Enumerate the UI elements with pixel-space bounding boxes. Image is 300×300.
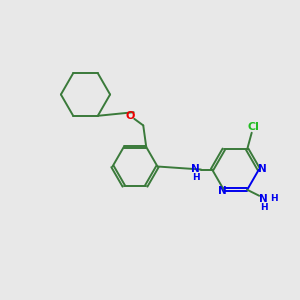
Text: N: N (218, 186, 227, 196)
Text: N: N (258, 164, 267, 175)
Text: H: H (192, 173, 200, 182)
Text: H: H (260, 203, 268, 212)
Text: Cl: Cl (247, 122, 259, 132)
Text: N: N (259, 194, 268, 204)
Text: H: H (270, 194, 278, 203)
Text: N: N (191, 164, 200, 175)
Text: O: O (126, 111, 135, 121)
